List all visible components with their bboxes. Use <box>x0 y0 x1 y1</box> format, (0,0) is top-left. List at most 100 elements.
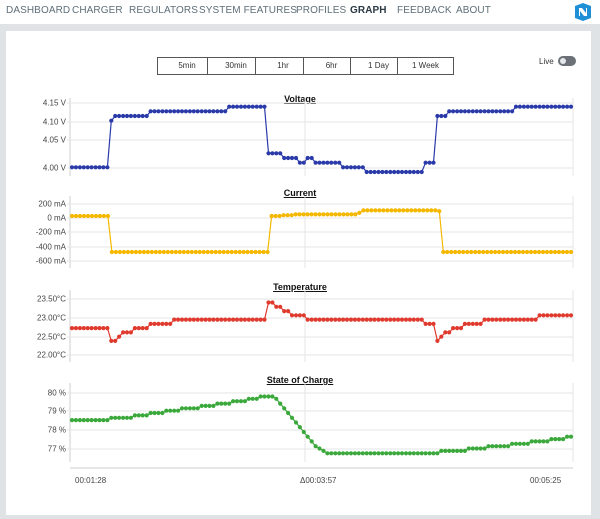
data-point <box>465 249 470 255</box>
data-point <box>193 249 198 255</box>
data-point <box>274 304 279 309</box>
nav-item-regulators[interactable]: REGULATORS <box>129 5 198 16</box>
data-point <box>140 113 145 119</box>
data-point <box>105 418 110 423</box>
data-point <box>490 317 495 322</box>
data-point <box>173 249 178 255</box>
data-point <box>172 317 177 322</box>
nav-item-charger[interactable]: CHARGER <box>72 5 123 16</box>
data-point <box>466 109 471 114</box>
data-point <box>348 165 354 170</box>
data-point <box>293 155 299 161</box>
data-point <box>124 415 130 420</box>
data-point <box>498 444 503 449</box>
series-line <box>72 301 571 343</box>
series-line <box>72 209 571 253</box>
data-point <box>223 109 228 114</box>
data-point <box>431 321 436 326</box>
toggle-knob <box>560 58 566 64</box>
data-point <box>128 330 133 335</box>
data-point <box>187 109 192 114</box>
nav-item-profiles[interactable]: PROFILES <box>296 5 347 16</box>
data-point <box>360 451 365 456</box>
data-point <box>502 109 507 114</box>
data-point <box>325 317 330 322</box>
data-point <box>183 406 188 411</box>
data-point <box>266 151 271 156</box>
data-point <box>191 317 196 322</box>
data-point <box>373 208 378 213</box>
data-point <box>470 446 475 451</box>
data-point <box>352 165 357 170</box>
data-point <box>215 317 220 322</box>
data-point <box>113 249 118 255</box>
data-point <box>541 104 546 109</box>
data-point <box>289 415 295 420</box>
data-point <box>313 317 318 322</box>
data-point <box>233 249 238 255</box>
nav-item-about[interactable]: ABOUT <box>456 5 491 16</box>
data-point <box>144 113 149 119</box>
data-point <box>501 249 506 255</box>
data-point <box>349 212 354 217</box>
data-point <box>297 212 302 217</box>
data-point <box>506 444 511 449</box>
range-1week-button[interactable]: 1 Week <box>397 57 454 75</box>
data-point <box>289 313 295 318</box>
data-point <box>348 317 354 322</box>
data-point <box>181 249 186 255</box>
nav-item-system-features[interactable]: SYSTEM FEATURES <box>199 5 297 16</box>
tick-label: 80 % <box>47 388 66 398</box>
data-point <box>506 317 511 322</box>
data-point <box>541 249 546 255</box>
top-nav: DASHBOARD CHARGER REGULATORS SYSTEM FEAT… <box>0 0 600 24</box>
data-point <box>250 104 255 109</box>
data-point <box>168 109 173 114</box>
data-point <box>149 249 154 255</box>
data-point <box>409 208 414 213</box>
data-point <box>564 249 570 255</box>
data-point <box>305 434 310 439</box>
data-point <box>262 394 267 399</box>
app-logo-icon <box>575 3 591 21</box>
data-point <box>309 155 314 161</box>
data-point <box>136 326 141 331</box>
data-point <box>376 169 381 175</box>
data-point <box>545 313 550 318</box>
data-point <box>557 313 562 318</box>
data-point <box>262 317 267 322</box>
data-point <box>529 104 534 109</box>
data-point <box>148 109 153 114</box>
data-point <box>113 113 118 119</box>
data-point <box>219 317 224 322</box>
data-point <box>195 317 200 322</box>
data-point <box>219 401 224 406</box>
data-point <box>494 444 499 449</box>
nav-item-graph[interactable]: GRAPH <box>350 5 387 16</box>
range-6hr-button[interactable]: 6hr <box>303 57 360 75</box>
nav-item-dashboard[interactable]: DASHBOARD <box>6 5 71 16</box>
data-point <box>301 313 306 318</box>
data-point <box>397 208 402 213</box>
data-point <box>197 249 202 255</box>
data-point <box>337 451 342 456</box>
data-point <box>97 165 102 170</box>
data-point <box>317 317 322 322</box>
data-point <box>419 451 424 456</box>
data-point <box>399 169 405 175</box>
nav-item-feedback[interactable]: FEEDBACK <box>397 5 452 16</box>
data-point <box>81 418 86 423</box>
data-point <box>73 213 79 219</box>
live-toggle[interactable] <box>558 56 576 66</box>
data-point <box>160 321 165 326</box>
data-point <box>97 213 102 219</box>
data-point <box>234 317 240 322</box>
data-point <box>517 441 523 446</box>
data-point <box>557 104 562 109</box>
data-point <box>380 317 385 322</box>
data-point <box>254 104 259 109</box>
data-point <box>537 439 542 444</box>
data-point <box>221 249 226 255</box>
data-point <box>325 451 330 456</box>
data-point <box>81 213 87 219</box>
